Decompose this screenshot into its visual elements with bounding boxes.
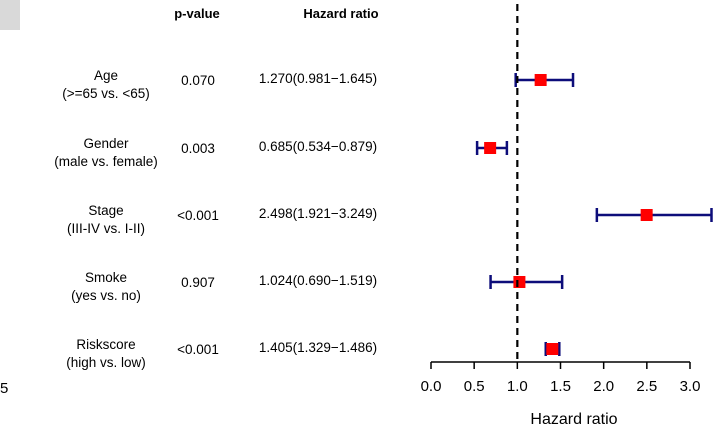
forest-row: Riskscore (high vs. low) <0.001 1.405(1.329… — [66, 337, 561, 370]
hr-marker — [513, 276, 526, 288]
row-comparison: (>=65 vs. <65) — [62, 86, 149, 101]
row-variable: Smoke — [85, 270, 127, 285]
x-tick-label: 0.5 — [464, 378, 485, 395]
row-hr-ci: 1.024(0.690−1.519) — [259, 273, 377, 288]
x-axis: 0.0 0.5 1.0 1.5 2.0 2.5 3.0 — [421, 361, 701, 395]
stray-left-label: 5 — [0, 380, 8, 397]
row-comparison: (male vs. female) — [54, 154, 158, 169]
row-variable: Stage — [88, 203, 123, 218]
row-comparison: (III-IV vs. I-II) — [67, 221, 145, 236]
corner-box — [0, 0, 20, 30]
x-tick-label: 3.0 — [680, 378, 701, 395]
row-hr-ci: 2.498(1.921−3.249) — [259, 206, 377, 221]
row-hr-ci: 1.270(0.981−1.645) — [259, 71, 377, 86]
row-pvalue: 0.070 — [181, 73, 215, 88]
row-hr-ci: 1.405(1.329−1.486) — [259, 340, 377, 355]
hr-marker — [640, 209, 653, 221]
forest-row: Smoke (yes vs. no) 0.907 1.024(0.690−1.519) — [71, 270, 564, 303]
forest-row: Stage (III-IV vs. I-II) <0.001 2.498(1.921−… — [67, 203, 713, 236]
x-tick-label: 0.0 — [421, 378, 442, 395]
hr-marker — [546, 343, 559, 355]
row-pvalue: 0.003 — [181, 141, 215, 156]
x-tick-label: 2.5 — [636, 378, 657, 395]
row-pvalue: <0.001 — [177, 208, 219, 223]
row-pvalue: 0.907 — [181, 275, 215, 290]
pvalue-header: p-value — [174, 6, 220, 21]
row-variable: Riskscore — [76, 337, 135, 352]
hr-marker — [484, 142, 497, 154]
row-variable: Gender — [83, 136, 129, 151]
hr-marker — [534, 74, 547, 86]
row-hr-ci: 0.685(0.534−0.879) — [259, 139, 377, 154]
row-comparison: (high vs. low) — [66, 355, 146, 370]
x-tick-label: 1.5 — [550, 378, 571, 395]
forest-row: Age (>=65 vs. <65) 0.070 1.270(0.981−1.645) — [62, 68, 575, 101]
x-axis-title: Hazard ratio — [530, 411, 617, 428]
x-tick-label: 1.0 — [507, 378, 528, 395]
hr-header: Hazard ratio — [303, 6, 378, 21]
forest-rows: Age (>=65 vs. <65) 0.070 1.270(0.981−1.645)… — [54, 68, 713, 370]
forest-row: Gender (male vs. female) 0.003 0.685(0.534−… — [54, 136, 509, 169]
row-comparison: (yes vs. no) — [71, 288, 141, 303]
x-tick-label: 2.0 — [593, 378, 614, 395]
row-variable: Age — [94, 68, 118, 83]
row-pvalue: <0.001 — [177, 342, 219, 357]
